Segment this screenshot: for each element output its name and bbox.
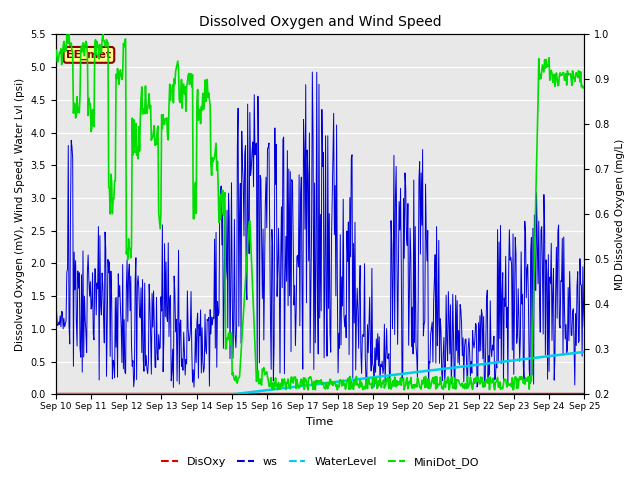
- Y-axis label: MD Dissolved Oxygen (mg/L): MD Dissolved Oxygen (mg/L): [615, 139, 625, 290]
- Legend: DisOxy, ws, WaterLevel, MiniDot_DO: DisOxy, ws, WaterLevel, MiniDot_DO: [157, 452, 483, 472]
- Title: Dissolved Oxygen and Wind Speed: Dissolved Oxygen and Wind Speed: [199, 15, 442, 29]
- Y-axis label: Dissolved Oxygen (mV), Wind Speed, Water Lvl (psi): Dissolved Oxygen (mV), Wind Speed, Water…: [15, 78, 25, 351]
- X-axis label: Time: Time: [307, 417, 333, 427]
- Text: EE_met: EE_met: [67, 50, 111, 60]
